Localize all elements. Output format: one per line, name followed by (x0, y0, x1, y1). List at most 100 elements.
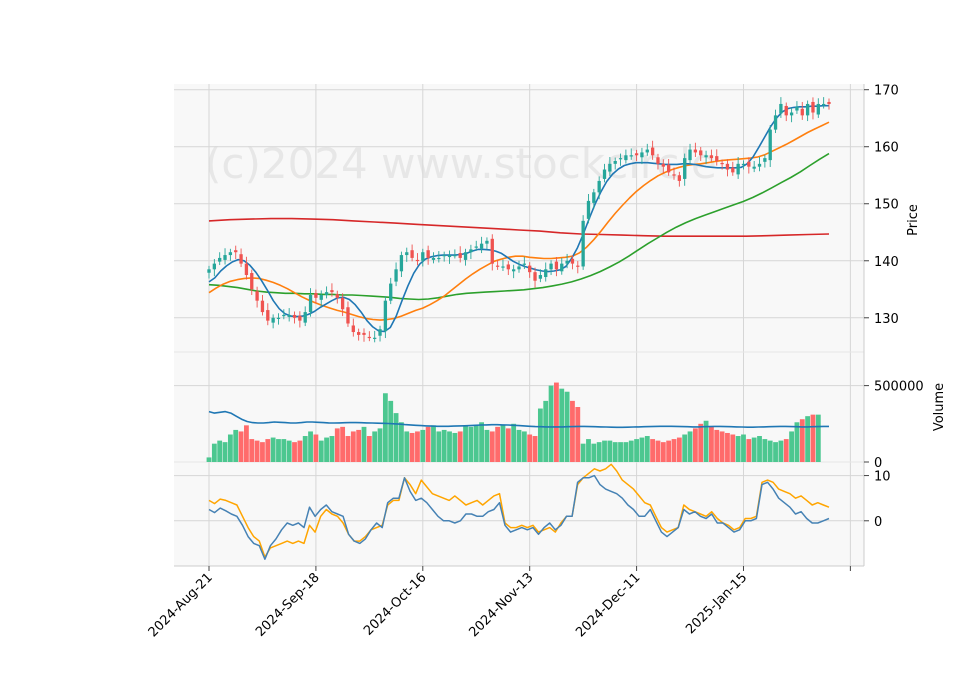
volume-bar (751, 437, 757, 462)
volume-bar (607, 440, 613, 462)
candle-body (666, 164, 671, 173)
volume-bar (479, 422, 484, 462)
volume-bar (329, 436, 335, 462)
candle-body (340, 297, 345, 310)
volume-bar (543, 400, 549, 462)
candle-body (383, 300, 388, 332)
volume-bar (767, 440, 773, 462)
volume-bar (276, 439, 281, 462)
candle-body (768, 129, 772, 161)
candle-body (528, 265, 532, 273)
candle-body (656, 157, 660, 164)
candle-body (314, 292, 318, 298)
volume-bar (436, 431, 442, 462)
volume-bar (730, 434, 736, 462)
candle-body (661, 163, 665, 167)
oscillator-y-tick-label: 10 (874, 470, 891, 485)
volume-bar (308, 431, 313, 462)
volume-bar (382, 393, 388, 462)
candle-body (234, 250, 238, 253)
volume-bar (725, 432, 730, 462)
volume-bar (570, 400, 575, 462)
candle-body (645, 149, 649, 153)
volume-bar (217, 440, 223, 462)
candle-body (474, 246, 478, 248)
candle-body (469, 249, 473, 253)
candle-body (747, 161, 751, 167)
volume-bar (778, 440, 784, 462)
candle-body (276, 317, 281, 319)
candle-body (490, 238, 494, 264)
candle-body (378, 329, 382, 336)
volume-layer (206, 382, 829, 462)
volume-bar (660, 442, 666, 462)
x-tick-label: 2024-Dec-11 (573, 570, 643, 640)
volume-bar (682, 434, 688, 462)
volume-bar (805, 416, 811, 462)
volume-bar (286, 440, 292, 462)
candlestick-layer (207, 97, 831, 343)
candle-body (389, 283, 393, 301)
candle-body (506, 264, 510, 270)
volume-bar (340, 426, 346, 462)
candle-body (405, 252, 409, 256)
volume-bar (741, 434, 746, 462)
candle-body (218, 257, 222, 262)
volume-bar (639, 437, 645, 462)
candle-body (693, 149, 698, 153)
volume-y-tick-label: 0 (874, 456, 882, 471)
volume-bar (377, 428, 383, 462)
candle-body (367, 336, 372, 339)
volume-bar (334, 428, 340, 462)
candle-body (330, 290, 334, 293)
candle-body (239, 254, 243, 264)
candle-body (319, 294, 323, 300)
volume-bar (591, 443, 597, 462)
volume-bar (527, 434, 533, 462)
volume-bar (698, 423, 704, 462)
volume-bar (249, 439, 255, 462)
candle-body (324, 292, 329, 295)
volume-bar (521, 431, 527, 462)
volume-bar (575, 407, 581, 462)
price-axis-label: Price (906, 204, 921, 236)
volume-bar (452, 432, 458, 462)
volume-bar (586, 439, 591, 462)
candle-body (629, 155, 633, 157)
volume-bar (393, 413, 399, 462)
candle-body (816, 103, 820, 115)
volume-bar (714, 429, 720, 462)
volume-bar (505, 428, 511, 462)
volume-bar (537, 408, 543, 462)
candle-body (549, 263, 553, 270)
ma-slow-line (208, 152, 830, 301)
candle-body (805, 103, 810, 116)
candle-body (741, 163, 746, 166)
candle-body (399, 255, 404, 272)
volume-bar (666, 440, 672, 462)
volume-bar (404, 431, 410, 462)
candle-body (720, 162, 724, 165)
volume-bar (227, 434, 233, 462)
volume-bar (473, 425, 479, 462)
volume-bar (559, 388, 565, 462)
candle-body (394, 269, 398, 282)
volume-bar (425, 426, 431, 462)
volume-bar (244, 425, 249, 462)
candle-body (303, 312, 307, 323)
volume-bar (709, 426, 714, 462)
volume-bar (447, 431, 452, 462)
candle-body (544, 269, 548, 278)
volume-bar (495, 426, 501, 462)
candle-body (533, 272, 537, 281)
volume-bar (420, 429, 426, 462)
volume-bar (431, 425, 436, 462)
candle-body (789, 112, 794, 116)
candle-body (415, 259, 420, 262)
volume-bar (650, 439, 656, 462)
candle-body (501, 266, 505, 268)
volume-bar (292, 442, 297, 462)
volume-bar (692, 428, 698, 462)
volume-bar (489, 431, 495, 462)
candle-body (800, 108, 804, 116)
